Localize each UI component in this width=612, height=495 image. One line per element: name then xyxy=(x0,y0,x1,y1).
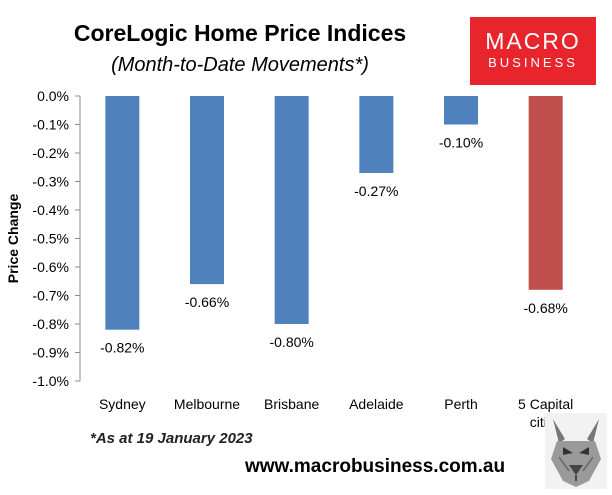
bar xyxy=(190,96,224,285)
y-tick-label: -0.2% xyxy=(32,145,69,161)
bar-data-label: -0.27% xyxy=(354,183,398,199)
y-tick-label: -0.8% xyxy=(32,316,69,332)
y-tick-label: -0.7% xyxy=(32,288,69,304)
bar xyxy=(274,96,309,324)
bar-data-label: -0.10% xyxy=(439,135,483,151)
x-category-label: Melbourne xyxy=(174,396,240,412)
y-tick-label: -0.9% xyxy=(32,345,69,361)
chart-title: CoreLogic Home Price Indices xyxy=(73,20,407,46)
x-category-label: Adelaide xyxy=(349,396,404,412)
bar-chart: 0.0% -0.1% -0.2% -0.3% -0.4% -0.5% -0.6% -0.7% -… xyxy=(5,88,573,430)
x-category-label: Brisbane xyxy=(264,396,319,412)
logo-line-business: BUSINESS xyxy=(488,55,578,70)
footnote: *As at 19 January 2023 xyxy=(90,430,253,447)
logo-line-macro: MACRO xyxy=(485,28,581,54)
y-tick-label: -0.6% xyxy=(32,259,69,275)
bar-data-label: -0.66% xyxy=(185,294,229,310)
y-tick-label: -0.5% xyxy=(32,231,69,247)
wolf-icon xyxy=(545,413,607,489)
x-category-label: Perth xyxy=(444,396,477,412)
bar xyxy=(444,96,478,125)
x-category-label: 5 Capital xyxy=(518,396,573,412)
bar-data-label: -0.82% xyxy=(100,340,144,356)
bar xyxy=(528,96,563,290)
bar-data-label: -0.68% xyxy=(523,300,567,316)
y-tick-label: 0.0% xyxy=(37,88,69,104)
bar xyxy=(359,96,394,173)
macrobusiness-logo: MACRO BUSINESS xyxy=(470,17,596,85)
y-tick-label: -1.0% xyxy=(32,373,69,389)
y-axis-title: Price Change xyxy=(5,194,21,284)
y-tick-label: -0.4% xyxy=(32,202,69,218)
bar xyxy=(105,96,140,330)
bar-data-label: -0.80% xyxy=(269,334,313,350)
chart-subtitle: (Month-to-Date Movements*) xyxy=(111,54,369,76)
y-tick-label: -0.1% xyxy=(32,117,69,133)
x-category-label: Sydney xyxy=(99,396,146,412)
y-tick-label: -0.3% xyxy=(32,174,69,190)
website-url: www.macrobusiness.com.au xyxy=(245,456,506,477)
